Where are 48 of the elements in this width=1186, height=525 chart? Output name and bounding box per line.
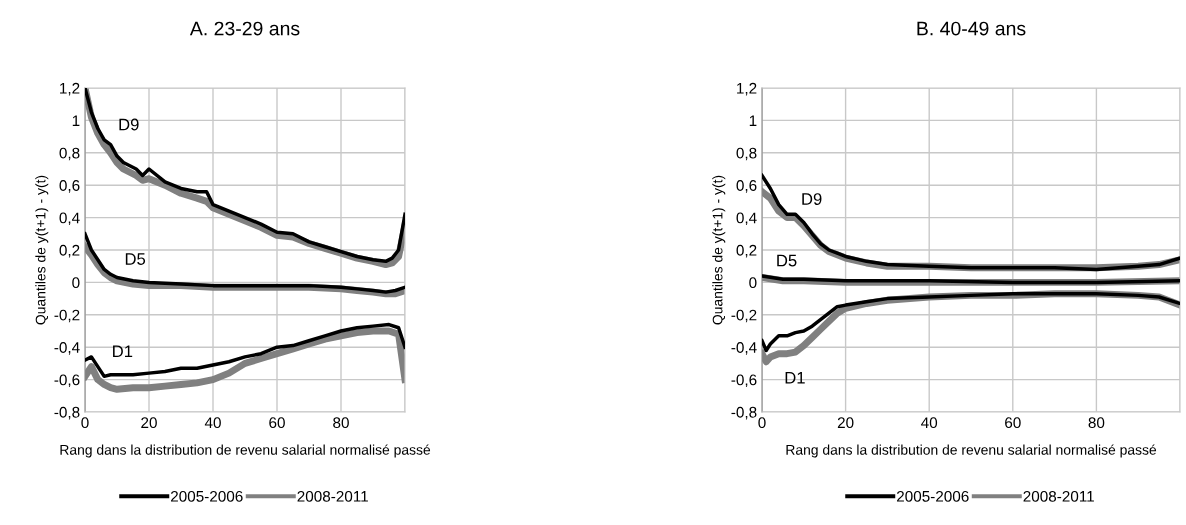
y-axis-title: Quantiles de y(t+1) - y(t) xyxy=(35,175,49,325)
x-tick-label: 0 xyxy=(81,417,89,429)
y-tick-label: 1,2 xyxy=(60,82,80,96)
legend-label: 2005-2006 xyxy=(170,490,243,502)
x-tick-label: 20 xyxy=(141,417,157,429)
y-tick-label: 0,6 xyxy=(736,180,757,193)
x-tick-label: 0 xyxy=(758,417,766,429)
annotation: D5 xyxy=(777,254,797,267)
x-tick-label: 80 xyxy=(1088,417,1105,429)
x-tick-label: 60 xyxy=(269,417,285,429)
y-tick-label: -0,4 xyxy=(731,342,757,355)
x-tick-label: 60 xyxy=(1005,417,1021,429)
y-tick-label: 0,2 xyxy=(736,244,757,258)
annotation: D9 xyxy=(802,193,822,205)
annotation: D1 xyxy=(785,371,805,384)
annotation: D1 xyxy=(113,345,133,358)
x-tick-label: 40 xyxy=(921,417,938,429)
y-tick-label: 0 xyxy=(749,277,757,289)
x-tick-label: 40 xyxy=(204,417,221,429)
y-tick-label: 0,8 xyxy=(736,147,757,161)
legend-label: 2008-2011 xyxy=(1023,490,1094,502)
y-tick-label: -0,8 xyxy=(731,406,757,420)
y-tick-label: -0,6 xyxy=(731,374,757,388)
y-tick-label: 1,2 xyxy=(737,82,757,96)
y-tick-label: 1 xyxy=(749,115,757,126)
y-tick-label: 1 xyxy=(72,115,80,126)
legend-label: 2005-2006 xyxy=(896,490,969,502)
y-axis-title: Quantiles de y(t+1) - y(t) xyxy=(712,175,726,325)
chart-title: B. 40-49 ans xyxy=(917,21,1026,36)
chart-title: A. 23-29 ans xyxy=(189,21,300,36)
y-tick-label: -0,8 xyxy=(54,406,80,420)
legend-label: 2008-2011 xyxy=(297,490,368,502)
x-axis-title: Rang dans la distribution de revenu salarial normalisé passé xyxy=(60,444,431,458)
y-tick-label: 0,2 xyxy=(59,244,80,258)
x-axis-title: Rang dans la distribution de revenu salarial normalisé passé xyxy=(786,444,1157,458)
annotation: D5 xyxy=(125,253,146,265)
y-tick-label: -0,2 xyxy=(731,309,757,323)
x-tick-label: 80 xyxy=(333,417,349,429)
y-tick-label: 0,6 xyxy=(59,180,80,193)
y-tick-label: 0,4 xyxy=(59,212,80,226)
y-tick-label: 0,8 xyxy=(59,147,80,161)
y-tick-label: -0,2 xyxy=(54,309,80,323)
y-tick-label: -0,4 xyxy=(54,342,80,355)
x-tick-label: 20 xyxy=(837,417,854,429)
annotation: D9 xyxy=(119,118,139,131)
y-tick-label: 0 xyxy=(72,277,80,289)
y-tick-label: 0,4 xyxy=(736,212,757,226)
y-tick-label: -0,6 xyxy=(54,374,80,388)
